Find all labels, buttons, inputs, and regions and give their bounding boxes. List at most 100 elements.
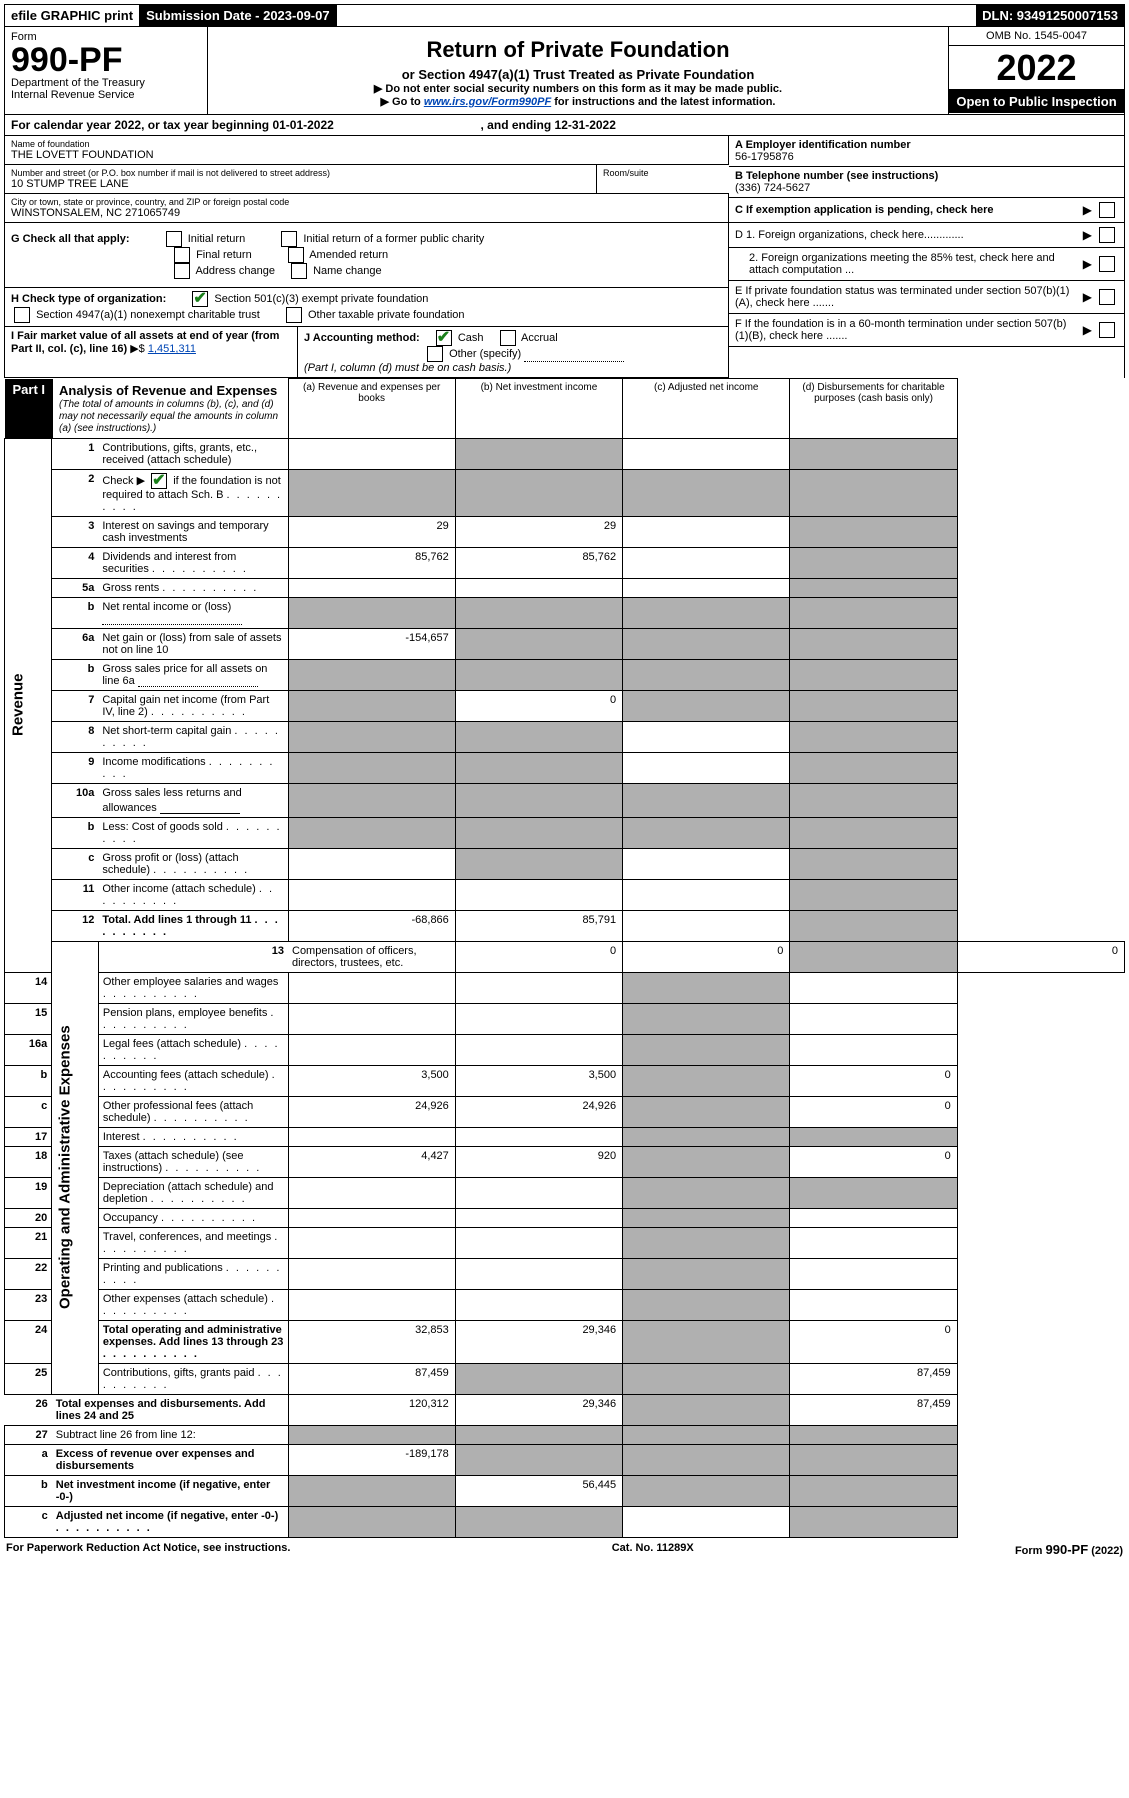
checkbox-other-tax[interactable] (286, 307, 302, 323)
col-b-header: (b) Net investment income (455, 379, 622, 439)
checkbox-initial-former[interactable] (281, 231, 297, 247)
analysis-table: Part I Analysis of Revenue and Expenses … (4, 378, 1125, 1538)
addr-value: 10 STUMP TREE LANE (11, 178, 590, 190)
line-22: Printing and publications (98, 1258, 288, 1289)
line-2: Check ▶ if the foundation is not require… (98, 469, 288, 516)
checkbox-f[interactable] (1099, 322, 1115, 338)
col-c-header: (c) Adjusted net income (623, 379, 790, 439)
checkbox-schb[interactable] (151, 473, 167, 489)
checkbox-final[interactable] (174, 247, 190, 263)
checkbox-d2[interactable] (1099, 256, 1115, 272)
omb-number: OMB No. 1545-0047 (949, 27, 1124, 46)
checkbox-amended[interactable] (288, 247, 304, 263)
line-16b: Accounting fees (attach schedule) (98, 1065, 288, 1096)
city-value: WINSTONSALEM, NC 271065749 (11, 207, 722, 219)
line-23: Other expenses (attach schedule) (98, 1289, 288, 1320)
d1-label: D 1. Foreign organizations, check here..… (735, 229, 1079, 241)
line-1: Contributions, gifts, grants, etc., rece… (98, 438, 288, 469)
line-18: Taxes (attach schedule) (see instruction… (98, 1146, 288, 1177)
top-bar: efile GRAPHIC print Submission Date - 20… (4, 4, 1125, 27)
c-label: C If exemption application is pending, c… (735, 204, 1079, 216)
d2-label: 2. Foreign organizations meeting the 85%… (749, 252, 1079, 276)
phone-value: (336) 724-5627 (735, 182, 1118, 194)
checkbox-c[interactable] (1099, 202, 1115, 218)
line-3: Interest on savings and temporary cash i… (98, 516, 288, 547)
efile-label[interactable]: efile GRAPHIC print (5, 5, 140, 26)
name-label: Name of foundation (11, 139, 722, 149)
line-6b: Gross sales price for all assets on line… (98, 659, 288, 690)
col-d-header: (d) Disbursements for charitable purpose… (790, 379, 957, 439)
dln: DLN: 93491250007153 (976, 5, 1124, 26)
g-label: G Check all that apply: (11, 233, 130, 245)
j-label: J Accounting method: (304, 332, 420, 344)
line-13: Compensation of officers, directors, tru… (288, 941, 455, 972)
addr-label: Number and street (or P.O. box number if… (11, 168, 590, 178)
line-19: Depreciation (attach schedule) and deple… (98, 1177, 288, 1208)
checkbox-other-method[interactable] (427, 346, 443, 362)
form-subtitle: or Section 4947(a)(1) Trust Treated as P… (214, 67, 942, 82)
line-27: Subtract line 26 from line 12: (52, 1425, 288, 1444)
phone-label: B Telephone number (see instructions) (735, 170, 1118, 182)
line-26: Total expenses and disbursements. Add li… (52, 1394, 288, 1425)
line-15: Pension plans, employee benefits (98, 1003, 288, 1034)
checkbox-e[interactable] (1099, 289, 1115, 305)
e-label: E If private foundation status was termi… (735, 285, 1079, 309)
arrow-icon: ▶ (1083, 203, 1092, 217)
tax-year: 2022 (949, 46, 1124, 90)
j-note: (Part I, column (d) must be on cash basi… (304, 362, 511, 374)
line-14: Other employee salaries and wages (98, 972, 288, 1003)
line-21: Travel, conferences, and meetings (98, 1227, 288, 1258)
checkbox-4947[interactable] (14, 307, 30, 323)
line-17: Interest (98, 1127, 288, 1146)
line-9: Income modifications (98, 752, 288, 783)
fmv-value[interactable]: 1,451,311 (148, 343, 196, 355)
checkbox-address[interactable] (174, 263, 190, 279)
form-header: Form 990-PF Department of the Treasury I… (4, 27, 1125, 115)
line-27a: Excess of revenue over expenses and disb… (52, 1444, 288, 1475)
form-number: 990-PF (11, 43, 201, 77)
checkbox-cash[interactable] (436, 330, 452, 346)
line-25: Contributions, gifts, grants paid (98, 1363, 288, 1394)
line-10b: Less: Cost of goods sold (98, 817, 288, 848)
line-10c: Gross profit or (loss) (attach schedule) (98, 848, 288, 879)
checkbox-accrual[interactable] (500, 330, 516, 346)
line-8: Net short-term capital gain (98, 721, 288, 752)
h-label: H Check type of organization: (11, 293, 166, 305)
form-title: Return of Private Foundation (214, 37, 942, 63)
dept-line1: Department of the Treasury (11, 77, 201, 89)
f-label: F If the foundation is in a 60-month ter… (735, 318, 1079, 342)
opex-side-label: Operating and Administrative Expenses (52, 941, 99, 1394)
checkbox-501c3[interactable] (192, 291, 208, 307)
part1-title: Analysis of Revenue and Expenses (59, 383, 277, 398)
calendar-row: For calendar year 2022, or tax year begi… (4, 115, 1125, 136)
footer-right: Form 990-PF (2022) (1015, 1542, 1123, 1557)
city-label: City or town, state or province, country… (11, 197, 722, 207)
part1-label: Part I (5, 379, 54, 438)
note-ssn: ▶ Do not enter social security numbers o… (214, 82, 942, 95)
line-6a: Net gain or (loss) from sale of assets n… (98, 628, 288, 659)
ein-value: 56-1795876 (735, 151, 1118, 163)
open-public: Open to Public Inspection (949, 90, 1124, 113)
line-27b: Net investment income (if negative, ente… (52, 1475, 288, 1506)
line-5b: Net rental income or (loss) (98, 597, 288, 628)
irs-link[interactable]: www.irs.gov/Form990PF (424, 96, 551, 108)
line-16c: Other professional fees (attach schedule… (98, 1096, 288, 1127)
line-20: Occupancy (98, 1208, 288, 1227)
line-10a: Gross sales less returns and allowances (98, 783, 288, 817)
ein-label: A Employer identification number (735, 139, 1118, 151)
line-11: Other income (attach schedule) (98, 879, 288, 910)
submission-date: Submission Date - 2023-09-07 (140, 5, 337, 26)
checkbox-d1[interactable] (1099, 227, 1115, 243)
footer: For Paperwork Reduction Act Notice, see … (4, 1538, 1125, 1561)
foundation-name: THE LOVETT FOUNDATION (11, 149, 722, 161)
line-27c: Adjusted net income (if negative, enter … (52, 1506, 288, 1537)
line-12: Total. Add lines 1 through 11 (98, 910, 288, 941)
checkbox-initial[interactable] (166, 231, 182, 247)
line-5a: Gross rents (98, 578, 288, 597)
revenue-side-label: Revenue (5, 438, 52, 972)
footer-left: For Paperwork Reduction Act Notice, see … (6, 1542, 290, 1557)
note-link: ▶ Go to www.irs.gov/Form990PF for instru… (214, 95, 942, 108)
checkbox-name[interactable] (291, 263, 307, 279)
line-4: Dividends and interest from securities (98, 547, 288, 578)
part1-note: (The total of amounts in columns (b), (c… (59, 399, 278, 434)
